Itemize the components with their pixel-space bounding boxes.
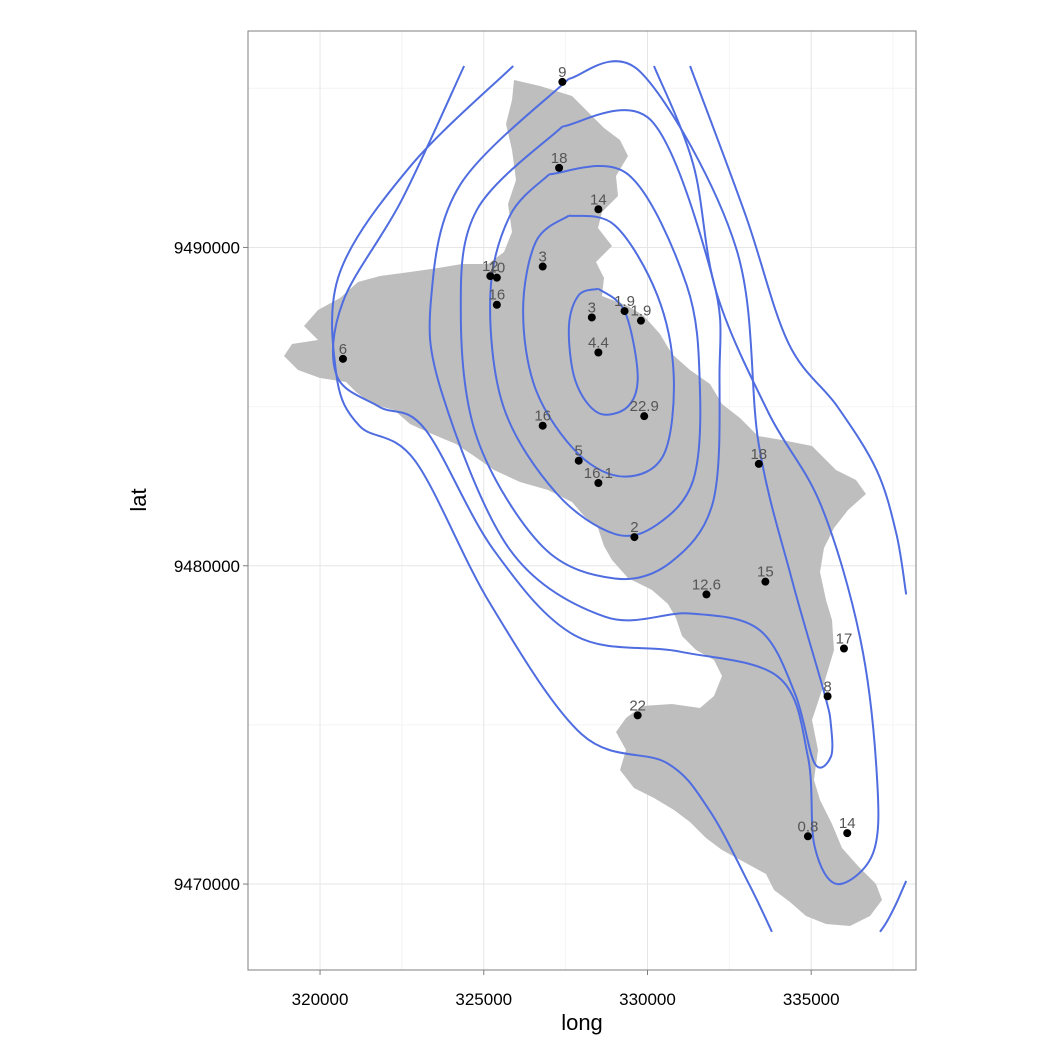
data-point-label: 5 [575, 443, 583, 460]
x-tick-label: 325000 [455, 990, 512, 1009]
data-point-label: 6 [339, 341, 347, 358]
data-point [587, 313, 596, 322]
data-point [574, 456, 583, 465]
contour-line [567, 287, 639, 416]
data-point-label: 12.6 [692, 576, 721, 593]
data-point-label: 1.9 [614, 293, 635, 310]
contour-line [522, 214, 675, 478]
data-point-label: 1.9 [631, 303, 652, 320]
data-point-label: 3 [588, 299, 596, 316]
data-point [843, 829, 852, 838]
data-point-label: 22.9 [630, 398, 659, 415]
data-point [839, 644, 848, 653]
contour-lines [331, 60, 908, 933]
island-landmass [284, 80, 882, 926]
data-point [486, 272, 495, 281]
data-point [492, 300, 501, 309]
data-point-label: 4.4 [588, 334, 609, 351]
x-axis-title: long [561, 1010, 603, 1035]
contour-line [879, 880, 908, 933]
data-point [761, 577, 770, 586]
y-axis-title: lat [126, 488, 151, 511]
data-point-label: 8 [823, 678, 831, 695]
x-tick-label: 320000 [292, 990, 349, 1009]
data-point-label: 18 [551, 150, 568, 167]
data-point-label: 3 [539, 249, 547, 266]
data-point [338, 354, 347, 363]
y-tick-label: 9480000 [174, 557, 240, 576]
data-point [538, 262, 547, 271]
panel-border [247, 30, 917, 971]
data-point [823, 692, 832, 701]
data-point-label: 14 [839, 815, 856, 832]
data-point [633, 711, 642, 720]
contour-line [331, 65, 773, 933]
x-axis: 320000 325000 330000 335000 [292, 970, 840, 1009]
contour-line [428, 60, 834, 769]
data-point-label: 18 [750, 446, 767, 463]
data-point-label: 16 [489, 287, 506, 304]
contour-line [459, 109, 722, 581]
y-axis: 9470000 9480000 9490000 [174, 238, 248, 894]
data-point [555, 163, 564, 172]
data-point-label: 12 [482, 258, 499, 275]
data-point-label: 2 [630, 519, 638, 536]
x-tick-label: 330000 [619, 990, 676, 1009]
data-point [594, 478, 603, 487]
contour-line [489, 165, 702, 537]
data-point [630, 533, 639, 542]
data-point-label: 16 [534, 408, 551, 425]
data-point [640, 412, 649, 421]
data-point [594, 205, 603, 214]
data-point-label: 0.8 [798, 818, 819, 835]
data-point [702, 590, 711, 599]
contour-line [332, 65, 880, 886]
data-point-label: 10 [489, 260, 506, 277]
data-point-label: 22 [629, 697, 646, 714]
data-point [594, 348, 603, 357]
data-point-label: 14 [590, 191, 607, 208]
data-point-label: 16.1 [584, 465, 613, 482]
contour-line [689, 65, 908, 595]
y-tick-label: 9490000 [174, 238, 240, 257]
data-point [492, 273, 501, 282]
data-point [803, 832, 812, 841]
data-point [620, 307, 629, 316]
data-point-label: 15 [757, 564, 774, 581]
x-tick-label: 335000 [783, 990, 840, 1009]
data-point [636, 316, 645, 325]
data-point-label: 9 [558, 64, 566, 81]
data-point [754, 459, 763, 468]
data-point [558, 77, 567, 86]
y-tick-label: 9470000 [174, 875, 240, 894]
data-point [538, 421, 547, 430]
data-point-label: 17 [836, 631, 853, 648]
